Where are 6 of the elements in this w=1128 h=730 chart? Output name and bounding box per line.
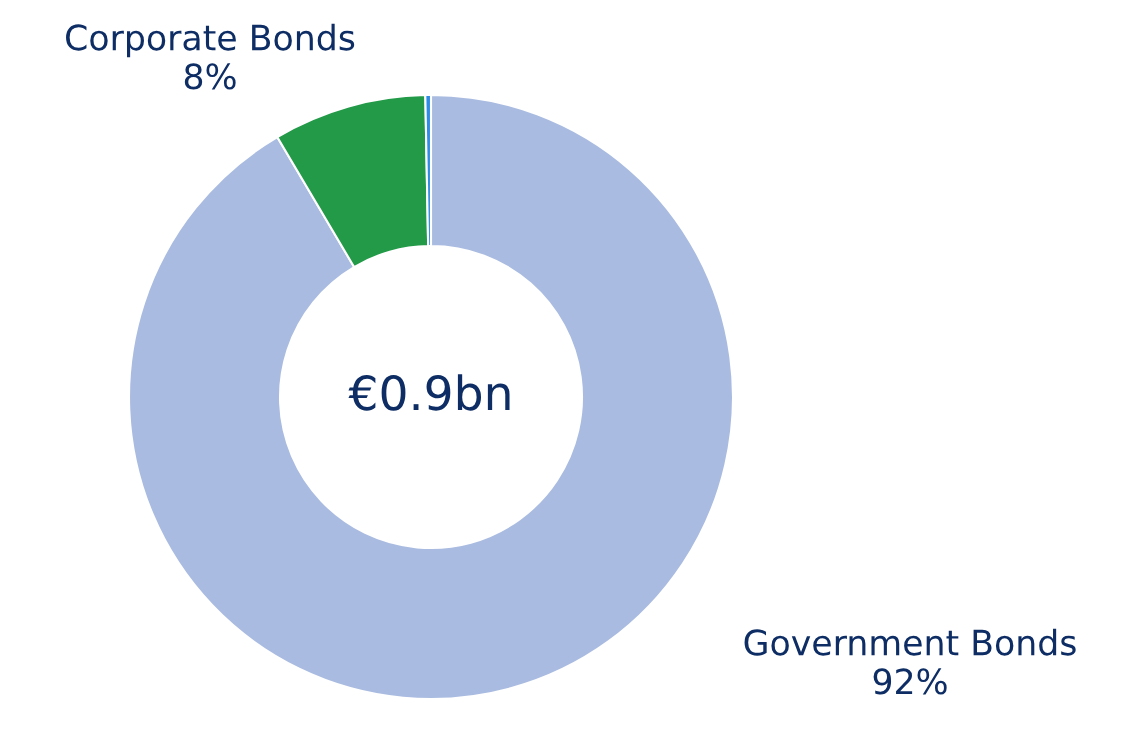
text: €0.9bn (348, 374, 510, 411)
slice-label: Government Bonds (744, 628, 1076, 656)
data-label: 8% (184, 63, 236, 90)
data-label: 92% (873, 668, 947, 695)
slice-label: Corporate Bonds (66, 23, 355, 58)
donut-slice (127, 93, 735, 701)
